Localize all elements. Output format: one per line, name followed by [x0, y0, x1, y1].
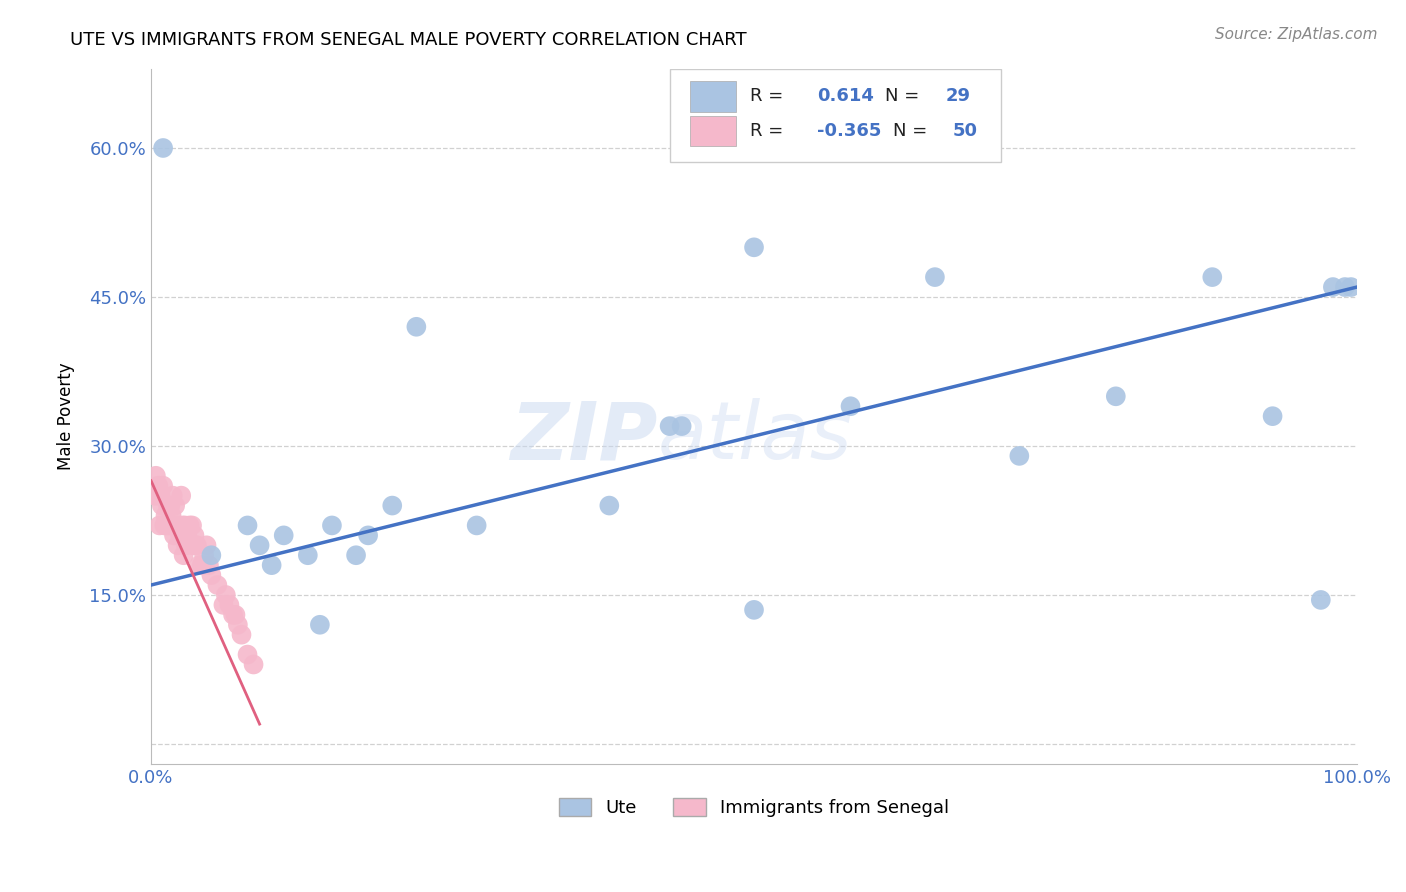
- Text: ZIP: ZIP: [510, 398, 658, 476]
- Point: [186, 538, 208, 552]
- Point: [344, 548, 367, 562]
- Point: [153, 518, 176, 533]
- Point: [179, 518, 201, 533]
- Point: [839, 399, 862, 413]
- Point: [222, 607, 245, 622]
- Point: [146, 489, 169, 503]
- Point: [181, 518, 204, 533]
- Point: [165, 499, 187, 513]
- Point: [173, 548, 195, 562]
- Point: [166, 538, 188, 552]
- Point: [181, 538, 204, 552]
- Point: [152, 141, 174, 155]
- Point: [200, 548, 222, 562]
- Point: [1261, 409, 1284, 424]
- Point: [671, 419, 693, 434]
- Point: [157, 518, 180, 533]
- Point: [357, 528, 380, 542]
- Text: 50: 50: [953, 122, 979, 140]
- Point: [195, 538, 218, 552]
- Point: [226, 617, 249, 632]
- Point: [231, 628, 253, 642]
- Point: [200, 568, 222, 582]
- Point: [149, 489, 172, 503]
- Text: N =: N =: [893, 122, 932, 140]
- Point: [598, 499, 620, 513]
- Point: [156, 499, 179, 513]
- Point: [152, 479, 174, 493]
- Point: [321, 518, 343, 533]
- Point: [169, 528, 191, 542]
- Point: [260, 558, 283, 573]
- Point: [242, 657, 264, 672]
- Point: [150, 499, 173, 513]
- Point: [183, 528, 205, 542]
- Point: [160, 508, 183, 523]
- Point: [176, 528, 198, 542]
- Point: [170, 489, 193, 503]
- Point: [143, 489, 166, 503]
- Text: R =: R =: [751, 122, 789, 140]
- Point: [742, 240, 765, 254]
- Text: N =: N =: [886, 87, 925, 105]
- Point: [159, 499, 181, 513]
- Text: 29: 29: [946, 87, 970, 105]
- Point: [224, 607, 246, 622]
- Point: [148, 479, 170, 493]
- Legend: Ute, Immigrants from Senegal: Ute, Immigrants from Senegal: [551, 790, 956, 824]
- Point: [174, 538, 197, 552]
- Point: [218, 598, 240, 612]
- Point: [215, 588, 238, 602]
- Point: [1334, 280, 1357, 294]
- FancyBboxPatch shape: [690, 81, 735, 112]
- Point: [249, 538, 271, 552]
- Point: [1340, 280, 1362, 294]
- Point: [212, 598, 235, 612]
- Point: [145, 468, 167, 483]
- Point: [1201, 270, 1223, 285]
- Text: -0.365: -0.365: [817, 122, 882, 140]
- Point: [1105, 389, 1128, 403]
- Point: [465, 518, 488, 533]
- Point: [156, 518, 179, 533]
- Point: [1008, 449, 1031, 463]
- Point: [167, 518, 190, 533]
- Point: [184, 538, 207, 552]
- FancyBboxPatch shape: [690, 116, 735, 146]
- Point: [236, 518, 259, 533]
- Point: [1322, 280, 1344, 294]
- Point: [658, 419, 681, 434]
- FancyBboxPatch shape: [669, 69, 1001, 162]
- Point: [190, 558, 212, 573]
- Point: [297, 548, 319, 562]
- Point: [405, 319, 427, 334]
- Point: [173, 518, 195, 533]
- Point: [236, 648, 259, 662]
- Point: [155, 508, 177, 523]
- Point: [193, 548, 215, 562]
- Point: [172, 518, 194, 533]
- Point: [273, 528, 295, 542]
- Point: [162, 489, 184, 503]
- Y-axis label: Male Poverty: Male Poverty: [58, 362, 75, 470]
- Point: [1309, 593, 1331, 607]
- Text: 0.614: 0.614: [817, 87, 873, 105]
- Point: [165, 518, 187, 533]
- Point: [163, 528, 186, 542]
- Point: [381, 499, 404, 513]
- Point: [309, 617, 332, 632]
- Text: Source: ZipAtlas.com: Source: ZipAtlas.com: [1215, 27, 1378, 42]
- Text: UTE VS IMMIGRANTS FROM SENEGAL MALE POVERTY CORRELATION CHART: UTE VS IMMIGRANTS FROM SENEGAL MALE POVE…: [70, 31, 747, 49]
- Point: [742, 603, 765, 617]
- Text: R =: R =: [751, 87, 789, 105]
- Point: [148, 518, 170, 533]
- Point: [207, 578, 229, 592]
- Point: [924, 270, 946, 285]
- Point: [188, 558, 211, 573]
- Text: atlas: atlas: [658, 398, 852, 476]
- Point: [198, 558, 221, 573]
